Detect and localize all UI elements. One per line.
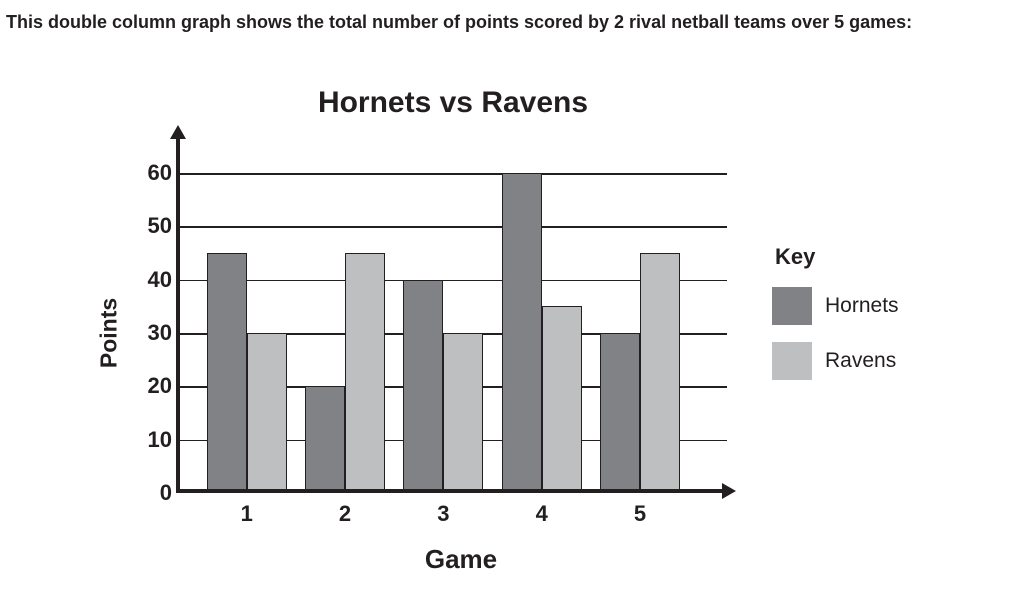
x-tick-label-3: 3 — [437, 501, 450, 526]
legend-item-ravens: Ravens — [772, 342, 896, 380]
y-tick-label-30: 30 — [147, 320, 172, 345]
y-tick-label-10: 10 — [147, 426, 172, 452]
y-axis-arrow-icon — [170, 125, 186, 139]
legend-label-ravens: Ravens — [825, 349, 897, 372]
legend-title: Key — [775, 244, 816, 269]
bar-ravens-game-4 — [541, 306, 582, 493]
x-axis-label: Game — [424, 544, 498, 574]
ravens-swatch — [772, 342, 812, 380]
legend-item-hornets: Hornets — [772, 287, 899, 325]
y-tick-label-0: 0 — [159, 480, 172, 505]
y-tick-label-50: 50 — [147, 213, 172, 239]
bar-hornets-game-2 — [305, 386, 346, 493]
bar-hornets-game-3 — [403, 279, 444, 493]
x-tick-label-4: 4 — [535, 501, 548, 526]
x-tick-label-5: 5 — [633, 501, 647, 526]
bar-hornets-game-5 — [600, 333, 641, 493]
bar-ravens-game-5 — [640, 253, 681, 493]
gridline-40 — [180, 279, 727, 282]
legend-label-hornets: Hornets — [825, 294, 899, 317]
plot-area — [180, 173, 727, 493]
bar-hornets-game-4 — [501, 173, 542, 493]
x-axis — [176, 489, 722, 493]
intro-text: This double column graph shows the total… — [6, 12, 913, 32]
bar-hornets-game-1 — [206, 253, 247, 493]
y-tick-label-40: 40 — [147, 266, 172, 292]
y-tick-label-60: 60 — [147, 160, 172, 185]
gridline-60 — [180, 173, 727, 175]
hornets-swatch — [772, 287, 812, 325]
chart-title: Hornets vs Ravens — [317, 86, 589, 119]
y-axis — [176, 138, 180, 493]
y-tick-label-20: 20 — [147, 373, 172, 399]
gridline-50 — [180, 226, 727, 228]
x-tick-label-2: 2 — [338, 501, 352, 526]
x-axis-arrow-icon — [722, 483, 736, 499]
bar-ravens-game-2 — [345, 253, 386, 493]
bar-ravens-game-3 — [443, 333, 484, 493]
bar-ravens-game-1 — [246, 333, 287, 493]
x-tick-label-1: 1 — [240, 501, 253, 526]
